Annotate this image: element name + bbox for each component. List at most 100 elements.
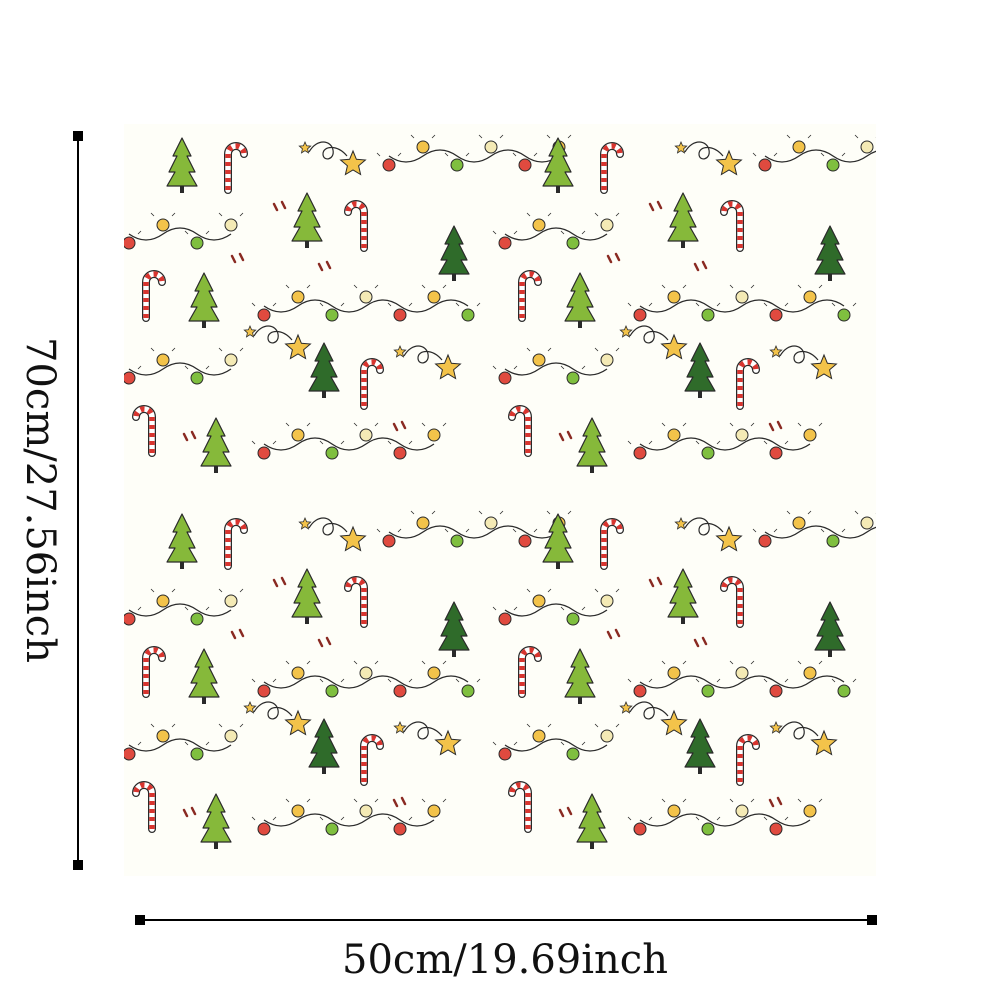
accent-dash-icon <box>558 430 573 442</box>
string-lights-icon <box>124 212 244 250</box>
christmas-tree-icon <box>291 192 323 248</box>
christmas-tree-icon <box>166 137 198 193</box>
star-icon <box>619 700 688 736</box>
candy-cane-icon <box>600 142 624 194</box>
accent-dash-icon <box>182 806 197 818</box>
accent-dash-icon <box>182 430 197 442</box>
star-icon <box>769 720 838 756</box>
christmas-tree-icon <box>814 225 846 281</box>
christmas-pattern-svg <box>124 134 876 849</box>
string-lights-icon <box>627 660 857 698</box>
accent-dash-icon <box>606 252 621 264</box>
string-lights-icon <box>251 422 447 460</box>
star-icon <box>298 140 367 176</box>
candy-cane-icon <box>518 270 542 322</box>
star-icon <box>298 516 367 552</box>
candy-cane-icon <box>600 518 624 570</box>
width-dimension-cap-left <box>135 915 145 925</box>
christmas-tree-icon <box>308 342 340 398</box>
christmas-tree-icon <box>814 601 846 657</box>
accent-dash-icon <box>317 260 332 272</box>
star-icon <box>243 324 312 360</box>
accent-dash-icon <box>272 200 287 212</box>
accent-dash-icon <box>272 576 287 588</box>
string-lights-icon <box>492 212 620 250</box>
string-lights-icon <box>124 588 244 626</box>
height-label: 70cm/27.56inch <box>17 337 63 663</box>
string-lights-icon <box>492 723 620 761</box>
string-lights-icon <box>627 284 857 322</box>
height-dimension-line <box>77 135 79 865</box>
string-lights-icon <box>376 510 572 548</box>
christmas-tree-icon <box>542 513 574 569</box>
candy-cane-icon <box>360 358 384 410</box>
star-icon <box>393 720 462 756</box>
string-lights-icon <box>627 422 823 460</box>
string-lights-icon <box>124 723 244 761</box>
wrapping-paper-pattern <box>124 124 876 876</box>
width-dimension-line <box>138 919 874 921</box>
christmas-tree-icon <box>576 417 608 473</box>
accent-dash-icon <box>230 628 245 640</box>
accent-dash-icon <box>392 420 407 432</box>
candy-cane-icon <box>224 518 248 570</box>
star-icon <box>769 344 838 380</box>
christmas-tree-icon <box>188 272 220 328</box>
christmas-tree-icon <box>188 648 220 704</box>
string-lights-icon <box>251 798 447 836</box>
accent-dash-icon <box>317 636 332 648</box>
width-dimension-cap-right <box>867 915 877 925</box>
christmas-tree-icon <box>542 137 574 193</box>
string-lights-icon <box>492 347 620 385</box>
christmas-tree-icon <box>200 793 232 849</box>
candy-cane-icon <box>508 405 532 457</box>
candy-cane-icon <box>720 576 744 628</box>
candy-cane-icon <box>518 646 542 698</box>
candy-cane-icon <box>142 270 166 322</box>
string-lights-icon <box>492 588 620 626</box>
star-icon <box>674 140 743 176</box>
candy-cane-icon <box>736 358 760 410</box>
candy-cane-icon <box>132 781 156 833</box>
candy-cane-icon <box>344 576 368 628</box>
christmas-tree-icon <box>684 342 716 398</box>
accent-dash-icon <box>768 796 783 808</box>
height-dimension-cap-top <box>73 131 83 141</box>
string-lights-icon <box>627 798 823 836</box>
string-lights-icon <box>752 134 876 172</box>
accent-dash-icon <box>768 420 783 432</box>
accent-dash-icon <box>606 628 621 640</box>
christmas-tree-icon <box>200 417 232 473</box>
candy-cane-icon <box>224 142 248 194</box>
width-label: 50cm/19.69inch <box>342 937 668 983</box>
christmas-tree-icon <box>308 718 340 774</box>
string-lights-icon <box>124 347 244 385</box>
star-icon <box>619 324 688 360</box>
christmas-tree-icon <box>166 513 198 569</box>
accent-dash-icon <box>558 806 573 818</box>
string-lights-icon <box>251 284 481 322</box>
star-icon <box>243 700 312 736</box>
christmas-tree-icon <box>438 225 470 281</box>
accent-dash-icon <box>648 576 663 588</box>
string-lights-icon <box>376 134 572 172</box>
candy-cane-icon <box>132 405 156 457</box>
candy-cane-icon <box>720 200 744 252</box>
accent-dash-icon <box>230 252 245 264</box>
star-icon <box>393 344 462 380</box>
christmas-tree-icon <box>684 718 716 774</box>
christmas-tree-icon <box>564 648 596 704</box>
accent-dash-icon <box>693 260 708 272</box>
christmas-tree-icon <box>291 568 323 624</box>
candy-cane-icon <box>142 646 166 698</box>
christmas-tree-icon <box>576 793 608 849</box>
candy-cane-icon <box>736 734 760 786</box>
candy-cane-icon <box>360 734 384 786</box>
star-icon <box>674 516 743 552</box>
string-lights-icon <box>752 510 876 548</box>
height-dimension-cap-bottom <box>73 860 83 870</box>
christmas-tree-icon <box>438 601 470 657</box>
christmas-tree-icon <box>667 568 699 624</box>
accent-dash-icon <box>693 636 708 648</box>
string-lights-icon <box>251 660 481 698</box>
